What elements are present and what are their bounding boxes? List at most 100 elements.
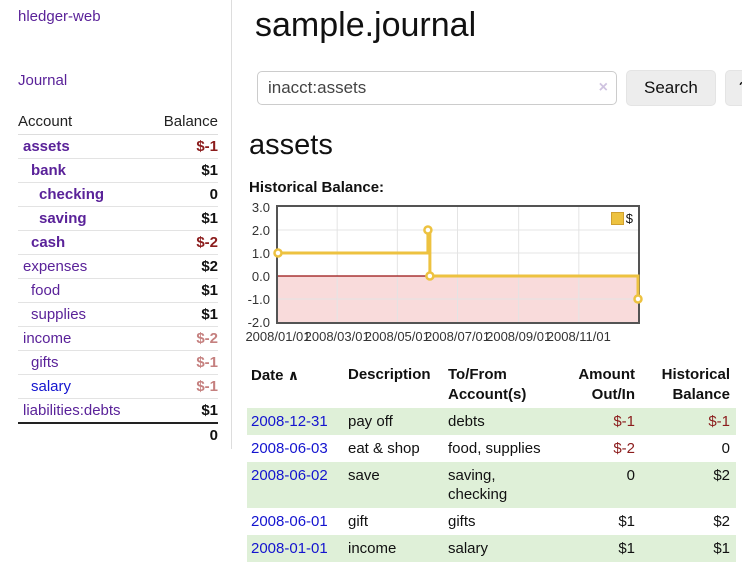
register-header-row: Date ∧ Description To/From Account(s) Am… [247,362,736,408]
account-row: expenses $2 [18,254,218,279]
chart-legend: $ [610,211,633,226]
transaction-accounts: debts [448,413,485,430]
transaction-row: 2008-06-01 gift gifts $1 $2 [247,508,736,535]
transaction-description: save [348,467,380,484]
sidebar: hledger-web Journal Account Balance asse… [0,0,232,449]
account-row: income $-2 [18,326,218,351]
search-bar: × Search ? [257,70,742,106]
account-row: checking 0 [18,182,218,207]
transaction-date-link[interactable]: 2008-06-03 [251,440,328,457]
account-link-supplies[interactable]: supplies [31,306,87,323]
account-link-cash[interactable]: cash [31,234,66,251]
transaction-amount: $1 [618,513,635,530]
sidebar-item-journal[interactable]: Journal [18,72,68,89]
transaction-description: gift [348,513,369,530]
transaction-row: 2008-12-31 pay off debts $-1 $-1 [247,408,736,435]
x-axis-tick-label: 2008/11/01 [546,329,611,344]
account-heading: assets [249,129,333,161]
transaction-row: 2008-01-01 income salary $1 $1 [247,535,736,562]
transaction-row: 2008-06-02 save saving, checking 0 $2 [247,462,736,508]
x-axis-tick-label: 2008/01/01 [245,329,311,344]
legend-swatch-icon [610,212,624,225]
account-link-gifts[interactable]: gifts [31,354,59,371]
account-link-assets[interactable]: assets [23,138,70,155]
account-link-food[interactable]: food [31,282,61,299]
y-axis-tick-label: 0.0 [251,269,270,284]
x-axis-tick-label: 2008/03/01 [304,329,370,344]
transaction-accounts: saving, checking [448,467,508,503]
account-row: assets $-1 [18,134,218,159]
page-title: sample.journal [255,6,477,44]
account-link-checking[interactable]: checking [39,186,105,203]
account-row: supplies $1 [18,302,218,327]
account-balance: $-1 [148,374,218,399]
account-row: saving $1 [18,206,218,231]
transaction-balance: $-1 [708,413,730,430]
transaction-description: eat & shop [348,440,420,457]
transaction-date-link[interactable]: 2008-01-01 [251,540,328,557]
data-point[interactable] [273,248,283,258]
date-header-label: Date [251,367,284,384]
clear-search-icon[interactable]: × [598,79,608,96]
transaction-accounts: salary [448,540,489,557]
y-axis-tick-label: 1.0 [251,246,270,261]
transaction-balance: $2 [713,513,730,530]
accounts-table: Account Balance assets $-1 bank $1 check… [18,110,218,447]
main-content: sample.journal × Search ? assets Histori… [232,0,742,562]
transaction-date-link[interactable]: 2008-06-01 [251,513,328,530]
account-balance: $-1 [148,134,218,159]
x-axis-tick-label: 2008/09/01 [486,329,552,344]
y-axis-tick-label: 3.0 [251,200,270,215]
account-link-bank[interactable]: bank [31,162,67,179]
y-axis-tick-label: -1.0 [247,292,270,307]
transaction-date-link[interactable]: 2008-06-02 [251,467,328,484]
transaction-accounts: food, supplies [448,440,541,457]
accounts-total-row: 0 [18,422,218,447]
transaction-description: income [348,540,397,557]
transaction-balance: $2 [713,467,730,484]
search-input-wrap: × [257,71,617,105]
transaction-amount: 0 [626,467,635,484]
transaction-amount: $-1 [613,413,635,430]
account-balance: 0 [148,182,218,207]
accounts-header-row: Account Balance [18,110,218,135]
account-link-expenses[interactable]: expenses [23,258,88,275]
legend-label: $ [625,211,633,226]
transaction-amount: $-2 [613,440,635,457]
account-link-income[interactable]: income [23,330,72,347]
x-axis: 2008/01/01 2008/03/01 2008/05/01 2008/07/01… [245,329,638,345]
account-balance: $1 [148,158,218,183]
register-col-amount: Amount Out/In [578,366,635,403]
account-link-saving[interactable]: saving [39,210,87,227]
register-table: Date ∧ Description To/From Account(s) Am… [247,362,736,562]
data-point[interactable] [633,294,643,304]
transaction-row: 2008-06-03 eat & shop food, supplies $-2… [247,435,736,462]
transaction-balance: $1 [713,540,730,557]
account-balance: $1 [148,278,218,303]
transaction-date-link[interactable]: 2008-12-31 [251,413,328,430]
transaction-balance: 0 [721,440,730,457]
chart-plot-area: $ [273,205,643,324]
account-balance: $-1 [148,350,218,375]
search-button[interactable]: Search [626,70,716,106]
accounts-col-account: Account [18,110,149,135]
account-link-salary[interactable]: salary [31,378,72,395]
data-point[interactable] [425,271,435,281]
y-axis: 3.0 2.0 1.0 0.0 -1.0 -2.0 [247,200,273,330]
account-row: food $1 [18,278,218,303]
chart-canvas [273,207,643,322]
account-link-liabilities-debts[interactable]: liabilities:debts [23,402,121,419]
help-button[interactable]: ? [724,70,742,106]
register-col-date[interactable]: Date ∧ [247,362,344,408]
data-point[interactable] [423,225,433,235]
register-col-description: Description [348,366,431,383]
account-balance: $-2 [148,230,218,255]
account-balance: $1 [148,302,218,327]
accounts-col-balance: Balance [148,110,218,135]
sort-ascending-icon: ∧ [287,367,300,383]
register-col-accounts: To/From Account(s) [448,366,527,403]
app-brand-link[interactable]: hledger-web [18,8,101,25]
search-input[interactable] [257,71,617,105]
x-axis-tick-label: 2008/05/01 [364,329,430,344]
x-axis-tick-label: 2008/07/01 [424,329,491,344]
